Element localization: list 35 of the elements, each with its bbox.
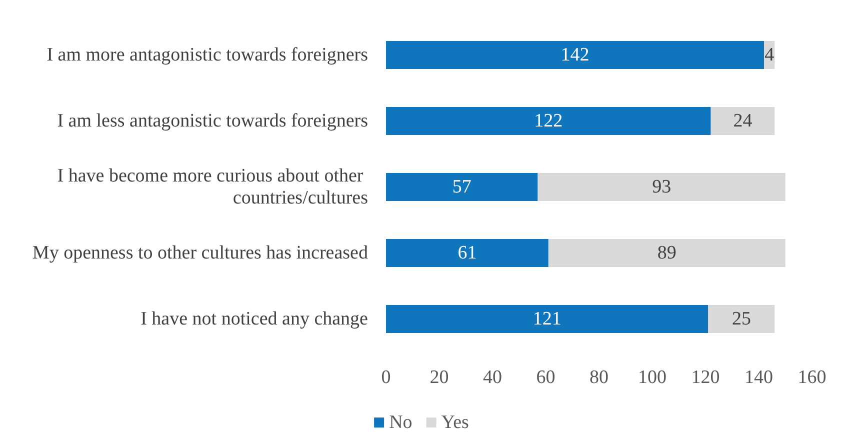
data-label: 121 [532, 308, 562, 330]
data-label: 93 [652, 176, 672, 198]
data-label: 61 [458, 242, 477, 264]
x-tick-label: 100 [638, 367, 666, 388]
x-tick-label: 0 [381, 367, 391, 388]
data-label: 25 [732, 308, 751, 330]
x-tick-label: 60 [536, 367, 556, 388]
data-label: 24 [733, 110, 753, 132]
bar [386, 173, 538, 201]
data-label: 4 [764, 44, 775, 66]
bar [386, 239, 548, 267]
bar [708, 305, 775, 333]
bar [386, 41, 764, 69]
y-tick-label: I have not noticed any change [140, 308, 368, 330]
x-tick-label: 140 [744, 367, 773, 388]
bar [710, 107, 775, 135]
x-tick-label: 20 [430, 367, 449, 388]
bar [386, 305, 708, 333]
bar [386, 107, 711, 135]
legend-label: No [389, 412, 412, 433]
bar [548, 239, 786, 267]
x-tick-label: 160 [798, 367, 826, 388]
y-tick-label: I have become more curious about other countries/cultures [57, 166, 368, 208]
x-tick-label: 80 [590, 367, 608, 388]
data-label: 122 [534, 110, 563, 132]
data-label: 142 [560, 44, 590, 66]
x-tick-label: 120 [691, 367, 720, 388]
data-label: 57 [452, 176, 472, 198]
legend-label: Yes [441, 412, 469, 433]
bar [538, 173, 786, 201]
y-tick-label: My openness to other cultures has increased [32, 242, 368, 264]
data-label: 89 [657, 242, 676, 264]
x-tick-label: 40 [483, 367, 502, 388]
y-tick-label: I am less antagonistic towards foreigners [57, 110, 368, 132]
y-tick-label: I am more antagonistic towards foreigners [46, 44, 368, 66]
